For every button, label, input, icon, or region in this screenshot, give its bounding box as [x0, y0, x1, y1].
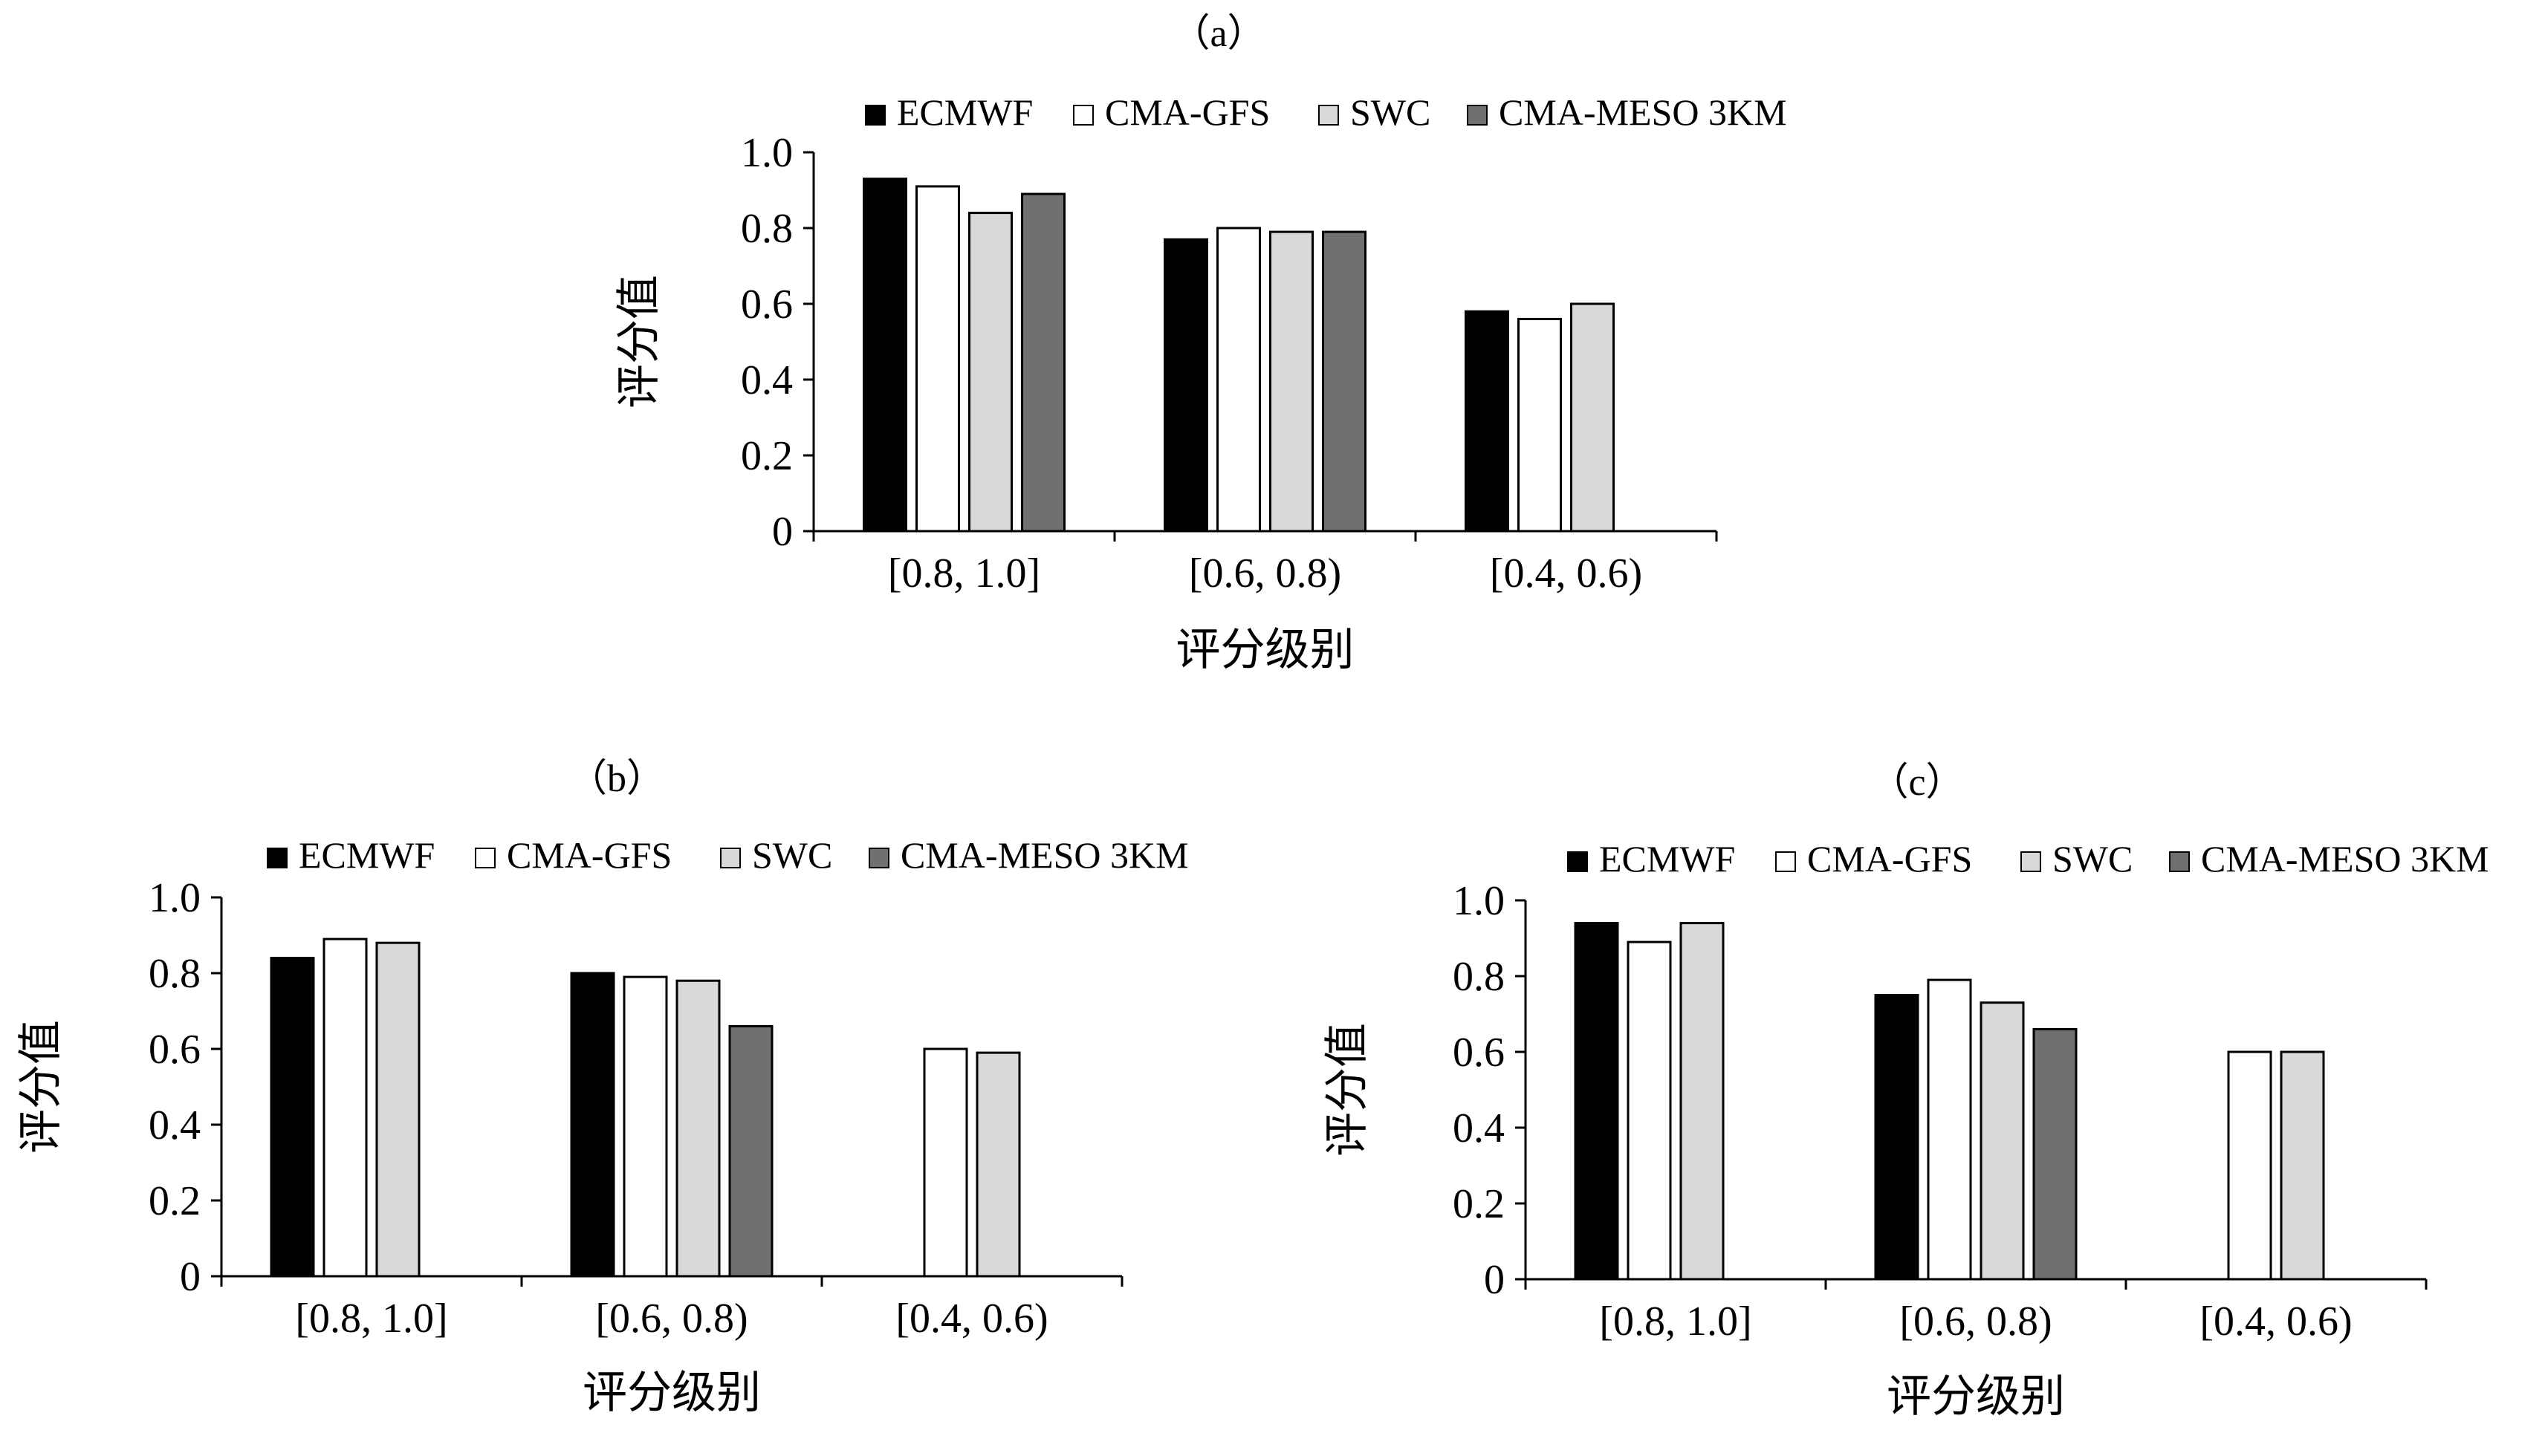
legend-swatch	[869, 848, 889, 868]
legend-label: SWC	[2052, 838, 2133, 880]
bar	[270, 957, 315, 1278]
x-category-label: [0.6, 0.8)	[1189, 550, 1341, 597]
bar	[675, 979, 721, 1278]
y-tick-label: 0.6	[1453, 1030, 1505, 1076]
x-category-label: [0.6, 0.8)	[595, 1296, 748, 1342]
x-category-label: [0.4, 0.6)	[1490, 550, 1642, 597]
bar	[375, 941, 421, 1278]
bar	[968, 212, 1013, 533]
bar	[728, 1024, 774, 1278]
legend-label: SWC	[752, 834, 832, 876]
legend: ECMWF CMA-GFS SWC CMA-MESO 3KM	[267, 834, 1189, 876]
bar	[1570, 302, 1615, 533]
panel-label: （c）	[1870, 761, 1964, 804]
y-tick-label: 0	[1484, 1257, 1505, 1303]
legend-label: CMA-GFS	[1807, 838, 1972, 880]
y-tick-label: 1.0	[149, 875, 201, 921]
legend-swatch	[1775, 851, 1796, 872]
y-tick-label: 0.6	[149, 1027, 201, 1073]
y-tick-label: 0.2	[1453, 1181, 1505, 1227]
x-category-label: [0.6, 0.8)	[1899, 1299, 2052, 1345]
legend-swatch	[267, 848, 288, 868]
y-axis-title: 评分值	[16, 1020, 65, 1154]
chart-panel-2: （b） ECMWF CMA-GFS SWC CMA-MESO 3KM 0 0.2 0.4 0.6…	[16, 758, 1189, 1417]
legend-label: CMA-MESO 3KM	[901, 834, 1189, 876]
y-tick-label: 0.4	[1453, 1105, 1505, 1151]
panel-label: （a）	[1171, 13, 1265, 55]
bar	[863, 178, 907, 533]
x-category-label: [0.4, 0.6)	[2199, 1299, 2352, 1345]
legend: ECMWF CMA-GFS SWC CMA-MESO 3KM	[1567, 838, 2489, 880]
legend-swatch	[1467, 105, 1488, 126]
y-tick-label: 0.2	[741, 433, 793, 479]
y-tick-label: 0.2	[149, 1178, 201, 1224]
legend-label: ECMWF	[1599, 838, 1735, 880]
bar	[1216, 227, 1261, 533]
bar	[1269, 230, 1314, 533]
bar	[1164, 238, 1208, 533]
y-tick-label: 0.6	[741, 282, 793, 328]
bar	[623, 975, 668, 1278]
x-category-label: [0.8, 1.0]	[1599, 1299, 1751, 1345]
legend-label: CMA-GFS	[1105, 91, 1270, 133]
bar	[570, 972, 615, 1278]
legend-swatch	[1318, 105, 1339, 126]
bar	[2227, 1050, 2272, 1281]
legend-swatch	[2020, 851, 2041, 872]
bar	[1517, 317, 1562, 533]
legend-label: CMA-GFS	[507, 834, 672, 876]
y-axis-title: 评分值	[615, 275, 664, 409]
y-tick-label: 0.8	[741, 206, 793, 252]
y-tick-label: 0.8	[1453, 954, 1505, 1000]
legend: ECMWF CMA-GFS SWC CMA-MESO 3KM	[865, 91, 1787, 133]
y-tick-label: 1.0	[1453, 878, 1505, 924]
bar	[322, 937, 368, 1278]
y-tick-label: 0.4	[149, 1102, 201, 1148]
x-category-label: [0.8, 1.0]	[888, 550, 1040, 597]
legend-swatch	[1567, 851, 1588, 872]
bar	[1980, 1001, 2025, 1281]
legend-swatch	[2169, 851, 2190, 872]
bar	[1874, 994, 1919, 1281]
x-axis-title: 评分级别	[583, 1368, 761, 1417]
y-tick-label: 0	[772, 509, 793, 555]
bar	[1627, 940, 1672, 1281]
legend-swatch	[1073, 105, 1094, 126]
x-category-label: [0.8, 1.0]	[295, 1296, 447, 1342]
bar	[976, 1051, 1021, 1278]
legend-label: CMA-MESO 3KM	[2201, 838, 2489, 880]
y-tick-label: 0.4	[741, 357, 793, 403]
bar	[923, 1047, 968, 1278]
panel-label: （b）	[568, 758, 665, 800]
chart-panel-3: （c） ECMWF CMA-GFS SWC CMA-MESO 3KM 0 0.2 0.4 0.6…	[1323, 761, 2489, 1421]
x-axis-title: 评分级别	[1176, 625, 1355, 675]
bar	[1322, 230, 1366, 533]
y-tick-label: 0.8	[149, 951, 201, 997]
bar	[915, 185, 960, 533]
bar	[1679, 922, 1725, 1281]
legend-swatch	[865, 105, 886, 126]
legend-label: SWC	[1350, 91, 1430, 133]
bar	[1574, 922, 1619, 1281]
legend-swatch	[720, 848, 741, 868]
legend-label: ECMWF	[299, 834, 435, 876]
x-axis-title: 评分级别	[1887, 1372, 2065, 1421]
legend-label: CMA-MESO 3KM	[1499, 91, 1787, 133]
y-axis-title: 评分值	[1323, 1023, 1372, 1157]
bar	[2280, 1050, 2325, 1281]
legend-swatch	[475, 848, 496, 868]
chart-panel-1: （a） ECMWF CMA-GFS SWC CMA-MESO 3KM 0 0.2 0.4 0.6…	[615, 13, 1787, 675]
bar	[1927, 978, 1972, 1281]
y-tick-label: 0	[180, 1254, 201, 1300]
legend-label: ECMWF	[897, 91, 1033, 133]
x-category-label: [0.4, 0.6)	[895, 1296, 1048, 1342]
bar	[1021, 192, 1066, 533]
bar	[2032, 1027, 2078, 1281]
y-tick-label: 1.0	[741, 130, 793, 176]
bar	[1465, 310, 1509, 533]
